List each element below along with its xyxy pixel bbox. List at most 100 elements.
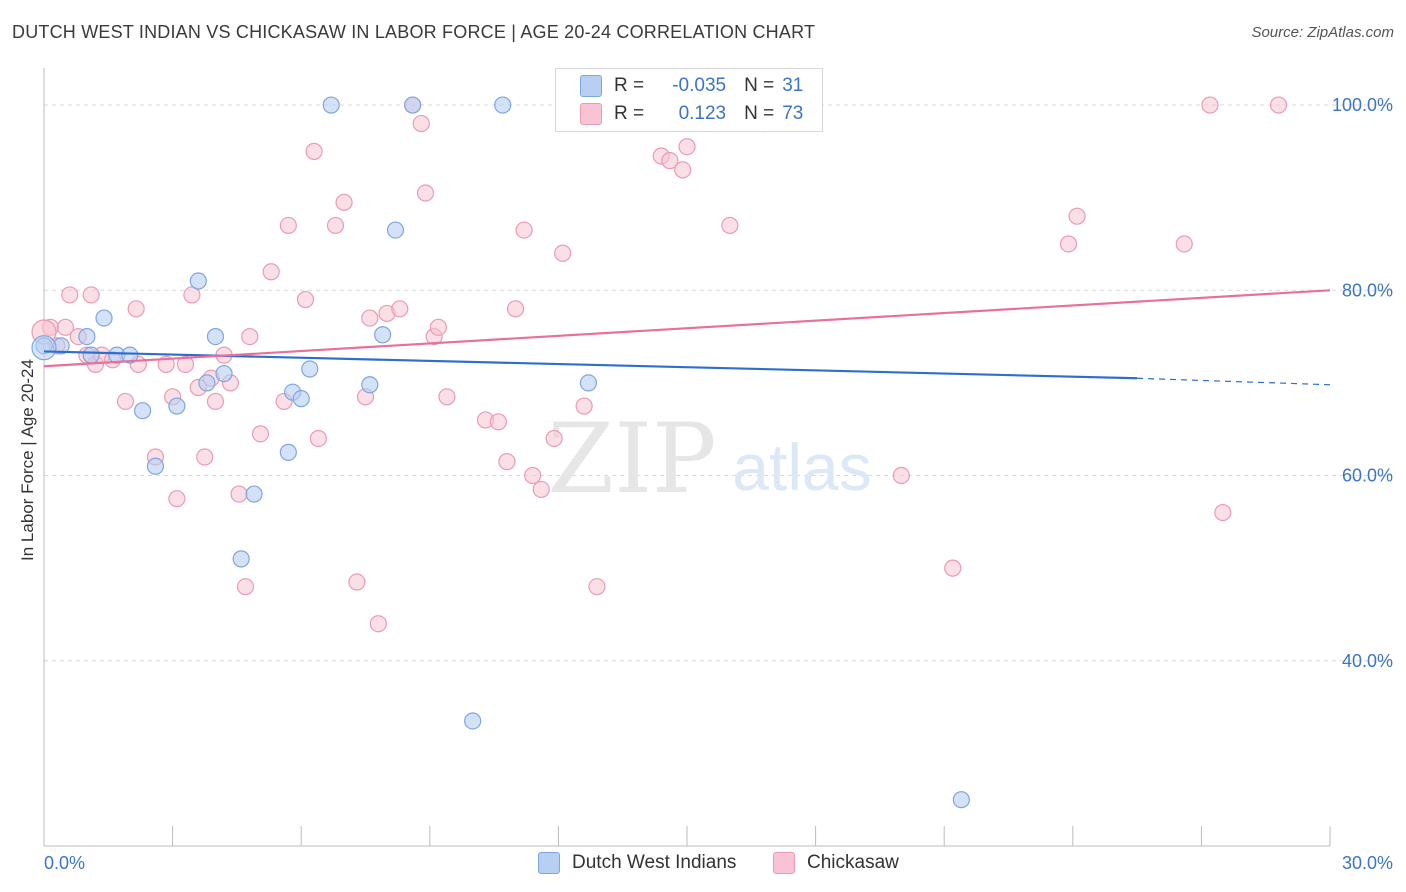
chickasaw-point xyxy=(168,490,186,508)
chickasaw-point xyxy=(56,318,75,336)
chickasaw-point xyxy=(524,466,542,485)
chickasaw-point xyxy=(678,138,696,156)
chickasaw-point xyxy=(1269,96,1288,114)
chickasaw-point xyxy=(279,216,297,235)
gridlines xyxy=(44,104,1392,662)
chickasaw-point xyxy=(262,263,280,281)
dutch-west-indians-point xyxy=(952,791,970,809)
dutch-west-indians-point xyxy=(168,397,186,415)
chickasaw-point xyxy=(116,392,135,411)
stats-legend: R = -0.035 N = 31 R = 0.123 N = 73 xyxy=(555,68,823,132)
chickasaw-point xyxy=(674,161,692,179)
chickasaw-point xyxy=(176,355,195,373)
n-label: N = xyxy=(744,75,775,96)
dutch-west-indians-point-large xyxy=(31,335,57,361)
chickasaw-point xyxy=(554,244,572,262)
trend-lines xyxy=(43,289,1331,386)
chickasaw-point xyxy=(721,216,739,235)
dutch-west-indians-point xyxy=(133,402,152,420)
chickasaw-point xyxy=(206,392,225,411)
chickasaw-point xyxy=(369,615,387,633)
pink-swatch xyxy=(580,103,602,125)
dutch-west-indians-point xyxy=(374,326,392,344)
legend-label: Chickasaw xyxy=(807,852,899,873)
y-tick-labels: 40.0% 60.0% 80.0% 100.0% xyxy=(1332,95,1393,671)
x-tick-labels: 0.0% 30.0% xyxy=(44,853,1393,873)
chickasaw-point xyxy=(1175,235,1193,253)
chickasaw-point xyxy=(498,453,516,471)
chickasaw-point xyxy=(944,559,962,577)
chickasaw-point xyxy=(236,578,255,596)
dutch-west-indians-point xyxy=(232,550,250,568)
y-axis-label: In Labor Force | Age 20-24 xyxy=(18,359,37,561)
legend-item-chickasaw[interactable]: Chickasaw xyxy=(773,852,899,874)
watermark: ZIP atlas xyxy=(547,403,871,515)
n-value: 73 xyxy=(782,103,804,124)
dutch-west-indians-point xyxy=(494,96,512,114)
n-value: 31 xyxy=(782,75,804,96)
chickasaw-point xyxy=(335,193,353,211)
chickasaw-point xyxy=(296,290,315,309)
dutch-west-indians-point xyxy=(464,712,482,730)
chickasaw-point xyxy=(545,429,563,448)
chickasaw-point xyxy=(82,286,100,304)
chickasaw-point xyxy=(1214,503,1232,522)
x-tick-label-min: 0.0% xyxy=(44,853,85,873)
chickasaw-point xyxy=(230,485,248,503)
y-tick-label: 40.0% xyxy=(1342,651,1393,671)
chickasaw-point xyxy=(196,448,214,466)
dutch-west-indians-point xyxy=(78,327,96,346)
chickasaw-point xyxy=(489,413,507,431)
dutch-west-indians-point xyxy=(322,96,340,114)
r-value: -0.035 xyxy=(672,75,727,96)
chickasaw-point xyxy=(348,573,366,591)
chart-title: DUTCH WEST INDIAN VS CHICKASAW IN LABOR … xyxy=(12,22,816,42)
chickasaw-point xyxy=(532,480,550,499)
r-label: R = xyxy=(614,103,645,124)
dutch-west-indians-point xyxy=(245,485,263,503)
chickasaw-point xyxy=(127,300,145,318)
dutch-west-indians-point xyxy=(146,457,165,475)
legend-item-dutch-west-indians[interactable]: Dutch West Indians xyxy=(538,852,736,874)
y-tick-label: 80.0% xyxy=(1342,280,1393,300)
watermark-atlas: atlas xyxy=(732,430,871,504)
chickasaw-point xyxy=(391,300,409,318)
y-axis-label-wrap: In Labor Force | Age 20-24 xyxy=(16,340,40,580)
dutch-west-indians-trend-extension xyxy=(1137,377,1331,386)
chickasaw-point xyxy=(361,309,379,327)
chickasaw-point xyxy=(515,221,533,239)
n-label: N = xyxy=(744,103,775,124)
r-label: R = xyxy=(614,75,645,96)
chickasaw-point xyxy=(588,578,606,596)
stats-legend-row-blue: R = -0.035 N = 31 xyxy=(580,73,803,99)
chickasaw-point xyxy=(61,286,79,304)
legend-swatch-blue xyxy=(538,852,560,874)
blue-swatch xyxy=(580,75,602,97)
dutch-west-indians-point xyxy=(361,376,379,394)
dutch-west-indians-point xyxy=(206,327,225,346)
dutch-west-indians-point xyxy=(198,374,216,392)
chickasaw-point xyxy=(309,429,327,448)
chickasaw-point xyxy=(892,466,910,485)
watermark-zip: ZIP xyxy=(547,403,716,515)
dutch-west-indians-points xyxy=(31,96,970,809)
chickasaw-point xyxy=(326,216,345,235)
dutch-west-indians-point xyxy=(82,346,100,364)
chickasaw-point xyxy=(157,355,175,373)
r-value: 0.123 xyxy=(678,103,727,124)
chickasaw-point xyxy=(1201,96,1219,114)
y-tick-label: 100.0% xyxy=(1332,95,1393,115)
stats-legend-row-pink: R = 0.123 N = 73 xyxy=(580,101,803,127)
dutch-west-indians-point xyxy=(189,272,207,290)
chickasaw-trend-line xyxy=(43,289,1331,368)
dutch-west-indians-point xyxy=(301,360,319,378)
chickasaw-point xyxy=(506,300,525,318)
legend-swatch-pink xyxy=(773,852,795,874)
x-tick-label-max: 30.0% xyxy=(1342,853,1393,873)
chickasaw-point xyxy=(183,286,201,304)
chickasaw-point xyxy=(241,327,259,346)
chickasaw-point xyxy=(416,184,435,202)
dutch-west-indians-point xyxy=(404,96,422,114)
series-legend: Dutch West Indians Chickasaw xyxy=(0,852,1406,880)
